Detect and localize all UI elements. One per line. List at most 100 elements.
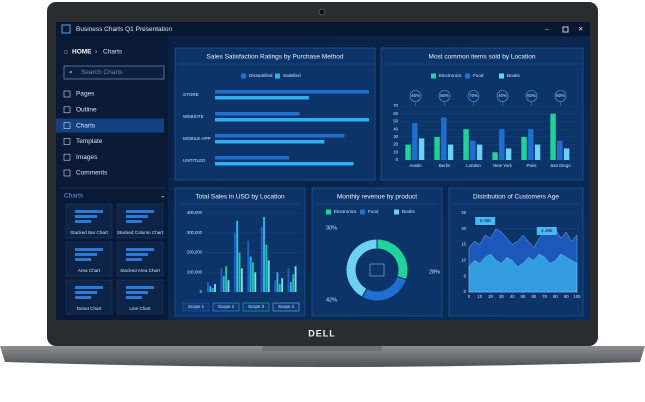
thumbnail-glyph xyxy=(126,220,142,223)
annotation: 70% xyxy=(469,93,478,98)
home-icon[interactable]: ⌂ xyxy=(64,49,68,56)
section-title: Charts xyxy=(64,193,84,200)
bar xyxy=(227,280,230,292)
bar xyxy=(263,216,265,292)
bar xyxy=(238,252,241,292)
nav-item[interactable]: Pages xyxy=(76,91,95,98)
search-icon: ⌕ xyxy=(69,69,73,76)
bar xyxy=(292,274,295,292)
thumbnail-glyph xyxy=(126,210,154,213)
x-tick-label: Austin xyxy=(409,163,422,168)
annotation: 60% xyxy=(556,93,565,98)
bar xyxy=(267,260,270,292)
chart-title: Most common items sold by Location xyxy=(429,54,536,61)
brand-logo: DELL xyxy=(308,328,336,338)
nav-item[interactable]: Comments xyxy=(76,170,108,177)
category-label: UNTITLED xyxy=(183,158,206,163)
x-tick-label: London xyxy=(466,163,481,168)
thumbnail-glyph xyxy=(126,253,148,256)
legend-swatch xyxy=(241,73,246,79)
close-button[interactable]: ✕ xyxy=(578,26,583,33)
donut-slice xyxy=(345,238,378,298)
x-tick-label: 0 xyxy=(468,294,471,299)
y-tick-label: 5 xyxy=(464,273,467,278)
bar xyxy=(220,268,223,292)
legend-swatch xyxy=(394,209,399,215)
bar xyxy=(247,240,250,292)
annotation: 40% xyxy=(411,93,420,98)
legend-swatch xyxy=(360,209,365,215)
bar xyxy=(447,144,454,160)
nav-item[interactable]: Template xyxy=(76,138,103,145)
bar xyxy=(521,136,527,160)
x-tick-label: 20 xyxy=(488,294,493,299)
x-tick-label: 50 xyxy=(521,294,526,299)
thumbnail-label: Stacked Area Chart xyxy=(120,268,161,273)
legend-label: Electronics xyxy=(439,73,462,78)
thumbnail[interactable] xyxy=(116,279,164,315)
y-tick-label: 20 xyxy=(461,226,466,231)
search-box[interactable] xyxy=(63,65,165,80)
bar xyxy=(289,282,292,292)
nav-icon xyxy=(63,153,71,161)
data-label: 30% xyxy=(326,225,337,231)
legend-label: Electronics xyxy=(334,209,357,214)
x-tick-label: 90 xyxy=(564,294,569,299)
y-tick-label: 10 xyxy=(393,149,398,154)
chart-panel xyxy=(174,187,306,317)
y-tick-label: 40 xyxy=(393,126,398,131)
thumbnail-glyph xyxy=(126,286,154,289)
legend-button[interactable] xyxy=(182,302,210,312)
bar xyxy=(265,244,268,292)
y-tick-label: 15 xyxy=(461,242,466,247)
y-tick-label: 0 xyxy=(464,289,467,294)
legend-swatch xyxy=(431,73,436,79)
annotation: 60% xyxy=(527,93,536,98)
y-tick-label: 300,000 xyxy=(187,230,203,235)
collapse-icon[interactable]: ⌄ xyxy=(160,193,165,200)
legend-button[interactable] xyxy=(272,302,300,312)
bar xyxy=(240,268,243,292)
legend-button[interactable] xyxy=(242,302,270,312)
x-tick-label: 80 xyxy=(553,294,558,299)
nav-item[interactable]: Images xyxy=(76,154,98,161)
legend-label: Books xyxy=(507,73,520,78)
bar xyxy=(209,286,212,292)
nav-icon xyxy=(63,138,71,145)
bar xyxy=(278,284,281,292)
breadcrumb-sep: › xyxy=(95,49,97,56)
y-tick-label: 0 xyxy=(396,157,399,162)
thumbnail-label: Stacked Bar Chart xyxy=(70,230,108,235)
legend-button[interactable] xyxy=(212,302,240,312)
bar xyxy=(207,282,209,292)
bar xyxy=(274,280,277,292)
breadcrumb-home[interactable]: HOME xyxy=(72,49,92,56)
x-tick-label: Paris xyxy=(526,163,537,168)
thumbnail-glyph xyxy=(75,296,91,299)
legend-label: Scope 4 xyxy=(278,304,295,309)
annotation-box xyxy=(536,227,557,235)
bar xyxy=(215,134,345,138)
nav-item[interactable]: Outline xyxy=(76,107,97,114)
maximize-button[interactable] xyxy=(562,26,569,33)
nav-item[interactable]: Charts xyxy=(76,122,96,129)
bar xyxy=(557,140,563,160)
bar xyxy=(215,162,354,166)
legend-swatch xyxy=(465,73,470,79)
minimize-button[interactable]: – xyxy=(545,26,549,33)
legend-label: Books xyxy=(402,209,415,214)
thumbnail-glyph xyxy=(126,258,142,261)
bar xyxy=(412,122,418,160)
bar xyxy=(294,266,297,292)
y-tick-label: 400,000 xyxy=(187,210,203,215)
legend-swatch xyxy=(499,73,504,79)
bar xyxy=(276,272,279,292)
thumbnail-glyph xyxy=(75,258,91,261)
legend-swatch xyxy=(326,209,331,215)
bar xyxy=(254,272,257,292)
bar xyxy=(215,140,325,144)
legend-label: Scope 1 xyxy=(188,304,205,309)
thumbnail-label: Stacked Column Chart xyxy=(117,230,164,235)
thumbnail-glyph xyxy=(126,248,154,251)
y-tick-label: 25 xyxy=(461,210,466,215)
